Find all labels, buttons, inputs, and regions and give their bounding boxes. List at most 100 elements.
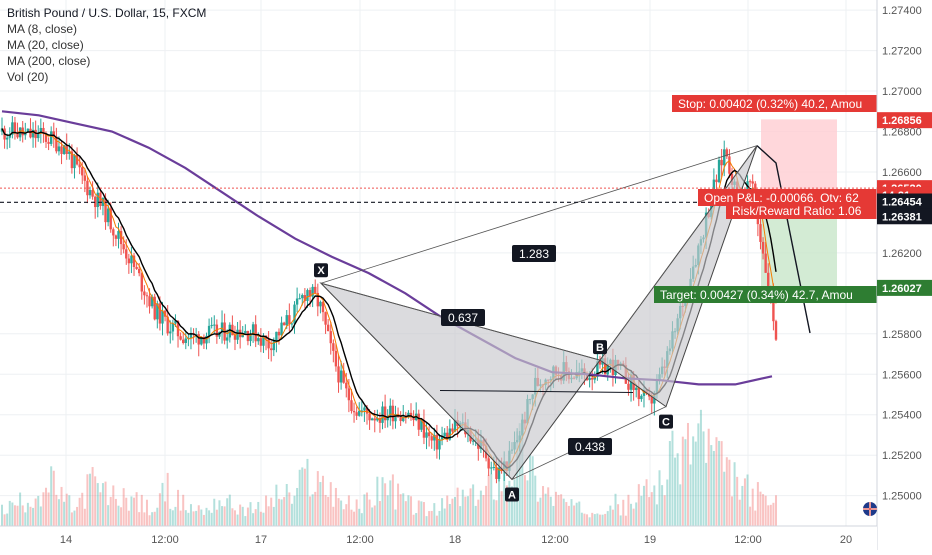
volume-bar: [37, 495, 40, 526]
volume-bar: [130, 496, 133, 526]
candle-body: [49, 131, 53, 144]
volume-bar: [658, 470, 661, 526]
time-axis: 14 12:00 17 12:00 18 12:00 19 12:00 20: [0, 525, 877, 550]
price-tick-label: 1.27200: [882, 46, 922, 58]
volume-bar: [272, 506, 275, 526]
volume-bar: [288, 492, 291, 526]
candle-body: [244, 330, 247, 334]
volume-bar: [547, 487, 550, 526]
candle-body: [210, 324, 213, 326]
volume-bar: [13, 505, 16, 526]
candle-body: [93, 196, 97, 208]
candle-body: [117, 231, 120, 239]
volume-bar: [334, 487, 337, 526]
candle-body: [492, 466, 496, 468]
volume-bar: [254, 509, 257, 526]
candle-body: [31, 129, 35, 138]
volume-bar: [593, 514, 596, 526]
candle-body: [748, 181, 752, 183]
volume-bar: [96, 483, 99, 526]
volume-bar: [508, 480, 511, 526]
point-marker-bg: [314, 263, 328, 278]
volume-bar: [472, 484, 475, 526]
candle-body: [430, 436, 433, 441]
indicator-volume[interactable]: Vol (20): [7, 70, 49, 84]
volume-bar: [578, 501, 581, 526]
volume-bar: [746, 474, 749, 526]
volume-bar: [446, 495, 449, 526]
indicator-ma8[interactable]: MA (8, close): [7, 22, 78, 36]
candle-body: [109, 208, 112, 230]
candle-body: [334, 350, 338, 367]
time-tick-label: 20: [840, 534, 852, 546]
volume-bar: [65, 493, 68, 526]
volume-bar: [345, 504, 348, 526]
volume-bar: [461, 489, 464, 526]
indicator-ma20[interactable]: MA (20, close): [7, 38, 84, 52]
candle-body: [373, 418, 376, 421]
volume-bar: [337, 498, 340, 526]
volume-bar: [342, 509, 345, 526]
volume-bar: [39, 506, 42, 526]
volume-bar: [368, 499, 371, 526]
candle-body: [5, 137, 9, 140]
open-pnl-label-bg: [698, 189, 877, 206]
volume-bar: [329, 482, 332, 526]
volume-bar: [500, 491, 503, 526]
volume-bar: [6, 513, 9, 526]
volume-bar: [215, 509, 218, 526]
volume-bar: [257, 501, 260, 526]
volume-bar: [309, 496, 312, 526]
candle-body: [202, 336, 206, 344]
candle-body: [189, 332, 193, 338]
candle-body: [337, 366, 340, 383]
volume-bar: [314, 491, 317, 526]
volume-bar: [324, 494, 327, 526]
volume-bar: [627, 494, 630, 526]
candle-body: [451, 428, 454, 432]
volume-bar: [210, 512, 213, 526]
candle-body: [365, 407, 369, 414]
volume-bar: [549, 496, 552, 526]
candle-body: [433, 434, 436, 441]
volume-bar: [226, 498, 229, 526]
candle-body: [391, 405, 395, 422]
risk-reward-label-text: Risk/Reward Ratio: 1.06: [732, 204, 862, 218]
volume-bar: [648, 497, 651, 526]
candle-body: [588, 377, 591, 381]
volume-bar: [604, 513, 607, 526]
volume-bar: [11, 502, 14, 526]
volume-bar: [244, 516, 247, 526]
candle-body: [257, 338, 260, 342]
volume-bar: [529, 455, 532, 526]
volume-bar: [539, 497, 542, 526]
candle-body: [453, 420, 457, 432]
volume-bar: [619, 515, 622, 526]
indicator-ma200[interactable]: MA (200, close): [7, 54, 91, 68]
volume-bar: [707, 428, 710, 526]
price-tag-bg: [877, 112, 932, 129]
volume-bar: [184, 510, 187, 526]
candle-body: [360, 410, 364, 412]
volume-bar: [135, 492, 138, 526]
volume-bar: [640, 495, 643, 526]
volume-bar: [156, 507, 159, 526]
candle-body: [306, 290, 309, 301]
price-tick-label: 1.27400: [882, 5, 922, 17]
flag-icon: [863, 502, 877, 516]
candle-body: [148, 296, 151, 307]
volume-bar: [684, 439, 687, 526]
volume-bar: [487, 474, 490, 526]
candle-body: [301, 295, 304, 299]
volume-bar: [277, 498, 280, 526]
price-tag-text: 1.26856: [882, 115, 922, 127]
candle-body: [321, 301, 325, 313]
symbol-title[interactable]: British Pound / U.S. Dollar, 15, FXCM: [7, 6, 207, 20]
price-tag: 1.26454: [877, 193, 932, 210]
volume-bar: [699, 409, 702, 526]
volume-bar: [749, 506, 752, 526]
volume-bar: [630, 503, 633, 526]
volume-bar: [133, 497, 136, 526]
